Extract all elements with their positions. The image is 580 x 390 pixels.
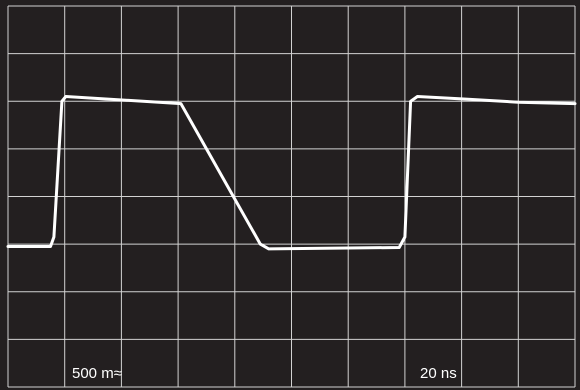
time-scale-label: 20 ns	[420, 365, 457, 382]
vertical-scale-label: 500 m≈	[72, 365, 122, 382]
signal-trace	[6, 95, 577, 251]
